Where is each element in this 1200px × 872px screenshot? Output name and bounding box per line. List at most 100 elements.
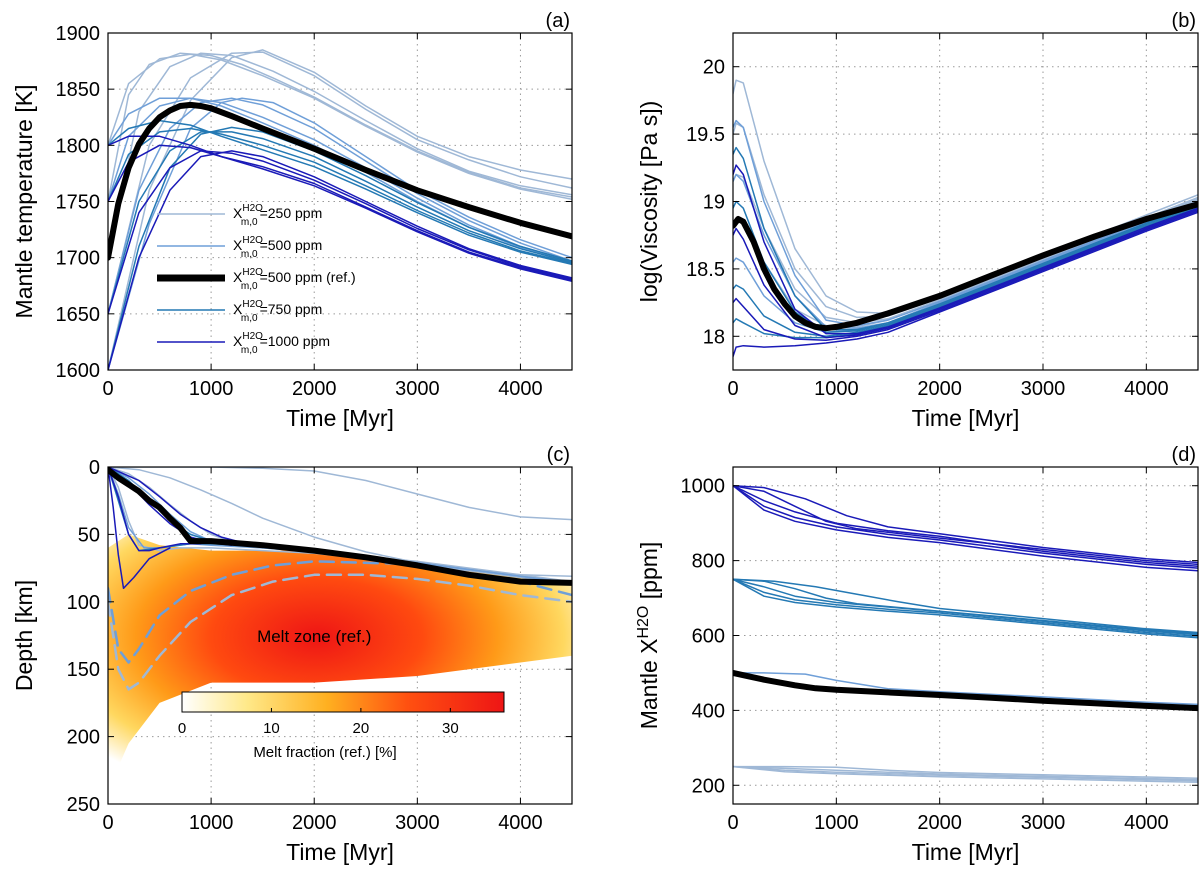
- legend-subscript: m,0: [241, 313, 258, 324]
- x-tick-label: 4000: [1124, 378, 1169, 400]
- y-tick-label: 200: [692, 775, 725, 797]
- y-tick-label: 0: [89, 457, 100, 479]
- legend-var: X: [233, 269, 243, 285]
- y-tick-label: 18: [703, 326, 725, 348]
- y-tick-label: 20: [703, 57, 725, 79]
- legend-superscript: H2O: [242, 331, 263, 342]
- legend-subscript: m,0: [241, 281, 258, 292]
- series-line-ref: [108, 101, 572, 261]
- series-line-x250: [108, 51, 572, 315]
- series-line-x250: [108, 52, 572, 259]
- x-tick-label: 4000: [498, 812, 543, 834]
- series-line-ref: [733, 669, 1198, 712]
- x-axis-label: Time [Myr]: [286, 839, 394, 865]
- legend-superscript: H2O: [242, 203, 263, 214]
- x-tick-label: 2000: [917, 378, 962, 400]
- series-line-x500: [108, 97, 572, 315]
- panel-label: (d): [1172, 444, 1196, 466]
- series-line-ref: [733, 201, 1198, 332]
- y-tick-label: 100: [67, 592, 100, 614]
- x-tick-label: 3000: [395, 812, 440, 834]
- series-line-x750: [733, 146, 1198, 331]
- legend-text: =500 ppm: [260, 237, 323, 253]
- melt-zone-label: Melt zone (ref.): [257, 627, 371, 646]
- y-axis-label: log(Viscosity [Pa s]): [636, 101, 662, 303]
- legend-entry: XH2O m,0=750 ppm: [233, 299, 322, 324]
- y-tick-label: 1850: [56, 79, 101, 101]
- x-axis-label: Time [Myr]: [912, 839, 1020, 865]
- series-line-x250: [733, 765, 1198, 782]
- legend-var: X: [233, 237, 243, 253]
- y-tick-label: 19: [703, 192, 725, 214]
- series-line-x250: [733, 173, 1198, 324]
- legend-text: =250 ppm: [260, 205, 323, 221]
- series-group: [108, 49, 572, 370]
- series-line-x1000: [108, 150, 572, 370]
- y-axis-label: Mantle XH2O [ppm]: [635, 542, 662, 730]
- x-tick-label: 3000: [1021, 378, 1066, 400]
- series-line-x1000: [733, 484, 1198, 564]
- series-line-x750: [108, 131, 572, 315]
- series-line-x1000: [733, 484, 1198, 572]
- colorbar: 0 10 20 30 Melt fraction (ref.) [%]: [178, 691, 505, 761]
- legend-subscript: m,0: [241, 249, 258, 260]
- series-line-x1000: [733, 484, 1198, 569]
- series-group: [108, 467, 572, 691]
- x-tick-label: 0: [727, 812, 738, 834]
- legend-subscript: m,0: [241, 217, 258, 228]
- x-tick-label: 4000: [498, 378, 543, 400]
- x-axis-label: Time [Myr]: [286, 405, 394, 431]
- y-axis-label: Depth [km]: [11, 580, 37, 691]
- series-line-x250: [733, 765, 1198, 779]
- series-line-ref: [108, 467, 572, 586]
- y-tick-label: 800: [692, 551, 725, 573]
- series-line-x1000: [733, 210, 1198, 342]
- series-line-x750: [733, 578, 1198, 637]
- panel-d: 0 1000 2000 3000 4000 200 400 600 800 1000 Time [M…: [635, 444, 1199, 865]
- axes-frame: [107, 466, 573, 805]
- series-line-x1000: [733, 484, 1198, 566]
- legend-entry: XH2O m,0=1000 ppm: [233, 331, 330, 356]
- colorbar-tick-label: 0: [178, 720, 186, 737]
- melt-zone: [108, 534, 572, 791]
- legend-superscript: H2O: [242, 267, 263, 278]
- x-axis-label: Time [Myr]: [912, 405, 1020, 431]
- x-tick-label: 3000: [1021, 812, 1066, 834]
- series-line-x500: [733, 119, 1198, 327]
- y-tick-label: 50: [78, 524, 100, 546]
- series-line-x250: [733, 199, 1198, 328]
- series-line-x1000: [733, 164, 1198, 335]
- y-axis-label-units: [ppm]: [636, 542, 662, 606]
- y-tick-label: 1700: [56, 248, 101, 270]
- y-axis-label-text: Mantle temperature [K]: [11, 85, 37, 319]
- x-tick-label: 1000: [814, 378, 859, 400]
- legend-text: =500 ppm (ref.): [260, 269, 356, 285]
- x-tick-label: 0: [102, 812, 113, 834]
- y-tick-label: 600: [692, 626, 725, 648]
- series-line-x750: [733, 578, 1198, 636]
- series-line-x250: [108, 573, 572, 691]
- y-tick-label: 19.5: [686, 124, 725, 146]
- colorbar-label: Melt fraction (ref.) [%]: [253, 744, 396, 761]
- y-tick-label: 200: [67, 727, 100, 749]
- y-tick-label: 1000: [681, 476, 726, 498]
- series-line-x750: [733, 578, 1198, 634]
- series-line-x1000: [733, 208, 1198, 339]
- legend-superscript: H2O: [242, 299, 263, 310]
- colorbar-tick-label: 20: [353, 720, 370, 737]
- colorbar-scale: [181, 691, 505, 713]
- x-tick-label: 0: [727, 378, 738, 400]
- grid: [733, 33, 1198, 370]
- series-line-x1000: [108, 467, 202, 552]
- series-line-x1000: [108, 144, 572, 281]
- y-tick-label: 1650: [56, 304, 101, 326]
- series-line-x1000: [108, 135, 572, 283]
- panel-b: 0 1000 2000 3000 4000 18 18.5 19 19.5 20 Time [Myr…: [636, 10, 1199, 431]
- x-tick-label: 1000: [814, 812, 859, 834]
- x-tick-label: 1000: [189, 812, 234, 834]
- grid: [108, 33, 572, 370]
- x-tick-label: 3000: [395, 378, 440, 400]
- x-tick-label: 0: [102, 378, 113, 400]
